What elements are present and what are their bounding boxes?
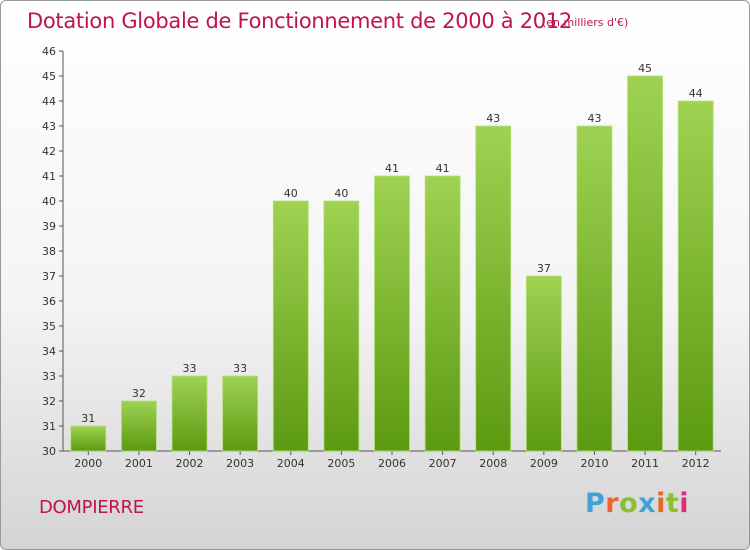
y-tick-label: 32 [42,395,56,408]
data-label: 37 [537,262,551,275]
data-label: 41 [385,162,399,175]
y-tick-label: 46 [42,45,56,58]
y-tick-label: 35 [42,320,56,333]
x-tick-label: 2000 [74,457,102,470]
x-tick-label: 2008 [479,457,507,470]
logo-letter: t [665,488,680,519]
data-label: 40 [334,187,348,200]
commune-name: DOMPIERRE [39,497,144,518]
bar [475,125,512,452]
data-label: 41 [436,162,450,175]
y-tick-label: 43 [42,120,56,133]
logo-letter: r [605,488,620,519]
bar [576,125,613,452]
bar [525,275,562,452]
chart-title: Dotation Globale de Fonctionnement de 20… [27,9,572,33]
y-tick-label: 31 [42,420,56,433]
y-tick-label: 42 [42,145,56,158]
bar [677,100,714,452]
x-tick-label: 2012 [682,457,710,470]
y-tick-label: 33 [42,370,56,383]
y-tick-label: 34 [42,345,56,358]
x-tick-label: 2011 [631,457,659,470]
bar [424,175,461,452]
bar [323,200,360,452]
y-tick-label: 44 [42,95,56,108]
data-label: 44 [689,87,703,100]
x-tick-label: 2010 [580,457,608,470]
data-label: 43 [486,112,500,125]
bar [374,175,410,452]
logo-letter: i [656,488,666,519]
data-label: 33 [183,362,197,375]
logo-letter: x [638,488,657,519]
data-label: 32 [132,387,146,400]
y-tick-label: 45 [42,70,56,83]
logo-letter: P [585,488,606,519]
data-label: 45 [638,62,652,75]
x-tick-label: 2001 [125,457,153,470]
x-tick-label: 2006 [378,457,406,470]
y-tick-label: 40 [42,195,56,208]
bar [272,200,309,452]
bar [70,425,107,452]
x-tick-label: 2002 [176,457,204,470]
y-tick-label: 41 [42,170,56,183]
bar [627,75,663,452]
y-tick-label: 39 [42,220,56,233]
x-tick-label: 2004 [277,457,305,470]
data-label: 31 [81,412,95,425]
bar [171,375,208,452]
data-label: 33 [233,362,247,375]
y-tick-label: 36 [42,295,56,308]
data-label: 40 [284,187,298,200]
data-label: 43 [587,112,601,125]
logo-letter: i [679,488,690,519]
logo-letter: o [619,488,639,519]
x-tick-label: 2003 [226,457,254,470]
chart-unit: (en milliers d'€) [542,16,629,29]
bar [222,375,259,452]
y-tick-label: 30 [42,445,56,458]
y-tick-label: 38 [42,245,56,258]
proxiti-logo: Proxiti [585,488,689,519]
x-tick-label: 2005 [327,457,355,470]
bar [121,400,157,452]
x-tick-label: 2009 [530,457,558,470]
y-tick-label: 37 [42,270,56,283]
x-tick-label: 2007 [429,457,457,470]
